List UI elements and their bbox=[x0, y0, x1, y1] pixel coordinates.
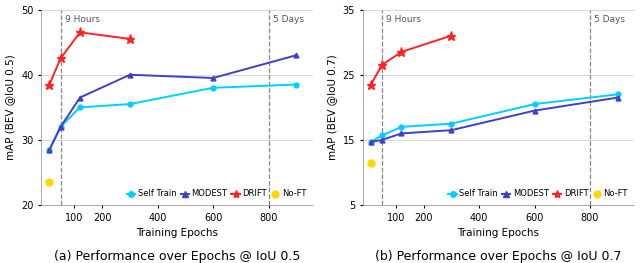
Text: (a) Performance over Epochs @ IoU 0.5: (a) Performance over Epochs @ IoU 0.5 bbox=[54, 250, 300, 263]
Y-axis label: mAP (BEV @IoU 0.7): mAP (BEV @IoU 0.7) bbox=[327, 54, 337, 160]
X-axis label: Training Epochs: Training Epochs bbox=[458, 228, 540, 238]
Text: 9 Hours: 9 Hours bbox=[65, 16, 100, 24]
Legend: Self Train, MODEST, DRIFT, No-FT: Self Train, MODEST, DRIFT, No-FT bbox=[446, 187, 630, 201]
Text: 9 Hours: 9 Hours bbox=[386, 16, 421, 24]
X-axis label: Training Epochs: Training Epochs bbox=[136, 228, 218, 238]
Y-axis label: mAP (BEV @IoU 0.5): mAP (BEV @IoU 0.5) bbox=[6, 54, 15, 160]
Text: 5 Days: 5 Days bbox=[273, 16, 304, 24]
Text: (b) Performance over Epochs @ IoU 0.7: (b) Performance over Epochs @ IoU 0.7 bbox=[375, 250, 622, 263]
Legend: Self Train, MODEST, DRIFT, No-FT: Self Train, MODEST, DRIFT, No-FT bbox=[125, 187, 309, 201]
Text: 5 Days: 5 Days bbox=[594, 16, 625, 24]
